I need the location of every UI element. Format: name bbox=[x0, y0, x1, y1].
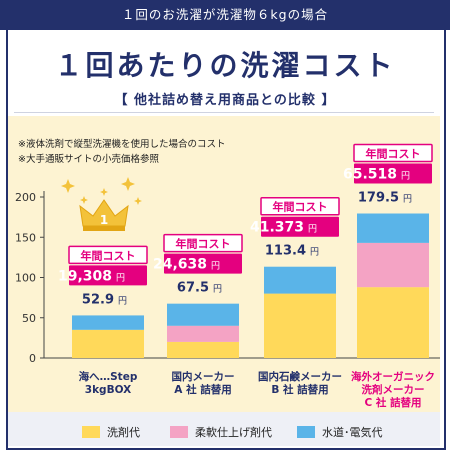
annual-cost-label: 年間コスト bbox=[81, 248, 136, 262]
top-banner: １回のお洗濯が洗濯物６kgの場合 bbox=[0, 0, 450, 30]
bar-segment bbox=[357, 242, 429, 288]
category-label: 海へ…Step bbox=[79, 370, 138, 383]
bar-segment bbox=[72, 329, 144, 358]
total-unit: 円 bbox=[403, 194, 412, 205]
note-price-source: ※大手通販サイトの小売価格参照 bbox=[18, 154, 159, 165]
annual-cost-label: 年間コスト bbox=[273, 200, 328, 214]
annual-cost-label: 年間コスト bbox=[366, 147, 421, 161]
annual-cost-unit: 円 bbox=[401, 171, 410, 182]
annual-cost-label: 年間コスト bbox=[176, 237, 231, 251]
annual-cost-value-box bbox=[164, 253, 242, 274]
crown-rank: 1 bbox=[100, 213, 108, 227]
annual-cost-value: 24,638 bbox=[153, 257, 207, 273]
category-label: 国内石鹸メーカー bbox=[258, 370, 342, 383]
annual-cost-value: 65.518 bbox=[343, 167, 397, 183]
annual-cost-value-box bbox=[354, 163, 432, 184]
annual-cost-unit: 円 bbox=[211, 261, 220, 272]
category-label: A 社 詰替用 bbox=[174, 383, 231, 396]
sparkle-icon bbox=[134, 197, 142, 205]
sparkle-icon bbox=[61, 179, 75, 193]
legend-swatch-softener bbox=[170, 426, 188, 438]
category-label: 海外オーガニック bbox=[351, 370, 435, 383]
y-tick-label: 0 bbox=[29, 352, 36, 365]
annual-cost-value-box bbox=[69, 265, 147, 286]
annual-cost-unit: 円 bbox=[308, 224, 317, 235]
total-value: 52.9 bbox=[82, 292, 114, 307]
note-washer: ※液体洗剤で縦型洗濯機を使用した場合のコスト bbox=[18, 139, 226, 150]
total-value: 179.5 bbox=[358, 191, 399, 206]
page-subtitle: 【 他社詰め替え用商品との比較 】 bbox=[114, 93, 336, 108]
crown-band bbox=[83, 226, 125, 231]
annual-cost-label-box bbox=[260, 196, 340, 216]
annual-cost-value: 19,308 bbox=[58, 268, 112, 284]
total-unit: 円 bbox=[310, 247, 319, 258]
total-unit: 円 bbox=[118, 295, 127, 306]
legend-item-softener: 柔軟仕上げ剤代 bbox=[170, 424, 272, 440]
bar-segment bbox=[167, 325, 239, 342]
legend-item-detergent: 洗剤代 bbox=[82, 424, 140, 440]
annual-cost-label-box bbox=[68, 245, 148, 265]
category-label: 国内メーカー bbox=[172, 370, 235, 383]
legend-panel bbox=[8, 412, 440, 446]
y-tick-label: 200 bbox=[15, 191, 36, 204]
legend-item-utilities: 水道･電気代 bbox=[297, 424, 383, 440]
legend-swatch-utilities bbox=[297, 426, 315, 438]
y-tick-label: 100 bbox=[15, 272, 36, 285]
sparkle-icon bbox=[80, 196, 88, 204]
bar-segment bbox=[167, 341, 239, 358]
y-tick-label: 150 bbox=[15, 231, 36, 244]
sparkle-icon bbox=[121, 177, 135, 191]
annual-cost-value-box bbox=[261, 216, 339, 237]
crown-icon bbox=[79, 199, 129, 227]
page-title: １回あたりの洗濯コスト bbox=[54, 49, 396, 82]
bar-segment bbox=[264, 293, 336, 358]
annual-cost-unit: 円 bbox=[116, 272, 125, 283]
annual-cost-label-box bbox=[353, 143, 433, 163]
category-label: 洗剤メーカー bbox=[362, 383, 425, 396]
total-value: 67.5 bbox=[177, 281, 209, 296]
divider bbox=[14, 112, 434, 113]
total-value: 113.4 bbox=[265, 244, 306, 259]
bar-segment bbox=[72, 315, 144, 330]
legend-label-softener: 柔軟仕上げ剤代 bbox=[195, 426, 272, 439]
annual-cost-value: 41.373 bbox=[250, 220, 304, 236]
legend-label-utilities: 水道･電気代 bbox=[322, 426, 383, 439]
category-label: C 社 詰替用 bbox=[364, 396, 421, 409]
bar-segment bbox=[264, 266, 336, 294]
category-label: 3kgBOX bbox=[85, 384, 131, 396]
bar-segment bbox=[357, 213, 429, 243]
legend-label-detergent: 洗剤代 bbox=[107, 426, 140, 439]
legend-swatch-detergent bbox=[82, 426, 100, 438]
annual-cost-label-box bbox=[163, 233, 243, 253]
bar-segment bbox=[167, 303, 239, 326]
total-unit: 円 bbox=[213, 284, 222, 295]
category-label: B 社 詰替用 bbox=[271, 383, 328, 396]
sparkle-icon bbox=[100, 188, 108, 196]
y-tick-label: 50 bbox=[22, 312, 36, 325]
bar-segment bbox=[357, 287, 429, 358]
